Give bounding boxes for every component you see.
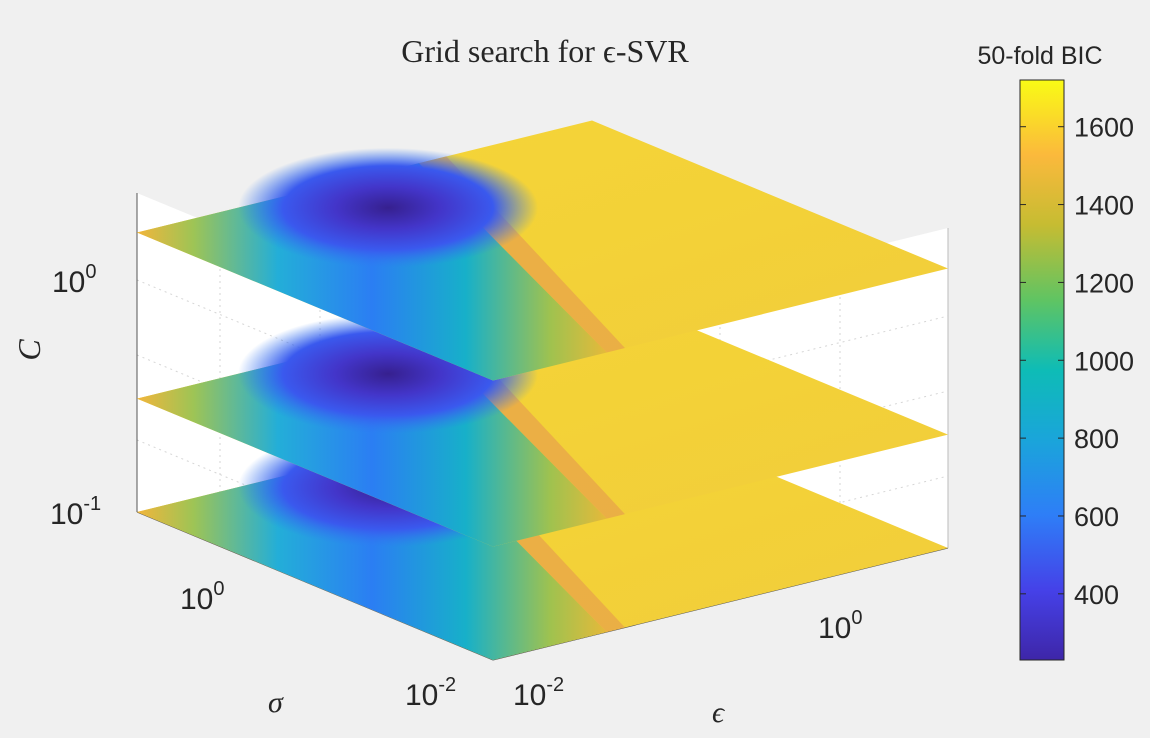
colorbar-tick-label-3: 1000 xyxy=(1074,346,1134,376)
colorbar-tick-label-5: 1400 xyxy=(1074,191,1134,221)
z-tick-label-1: 100 xyxy=(52,261,97,299)
z-tick-labels: 100 10-1 xyxy=(50,261,101,531)
colorbar: 50-fold BIC 400 600 800 1000 1200 1400 1600 xyxy=(977,42,1134,661)
slice-2 xyxy=(137,120,948,381)
y-tick-label-1: 100 xyxy=(180,578,225,616)
y-tick-labels: 100 10-2 xyxy=(180,578,456,712)
chart-title: Grid search for ϵ-SVR xyxy=(401,33,689,69)
colorbar-tick-label-2: 800 xyxy=(1074,424,1119,454)
z-tick-label-0: 10-1 xyxy=(50,493,101,531)
slice-min-bic-region xyxy=(238,147,539,268)
x-tick-label-0: 10-2 xyxy=(513,674,564,712)
colorbar-tick-label-0: 400 xyxy=(1074,580,1119,610)
y-axis-label: σ xyxy=(268,686,284,719)
colorbar-gradient xyxy=(1019,79,1065,661)
colorbar-tick-label-1: 600 xyxy=(1074,502,1119,532)
z-axis-label: C xyxy=(11,339,47,361)
y-tick-label-0: 10-2 xyxy=(405,674,456,712)
x-tick-labels: 10-2 100 xyxy=(513,607,863,712)
x-axis-label: ϵ xyxy=(712,696,726,729)
colorbar-label: 50-fold BIC xyxy=(977,42,1102,70)
colorbar-tick-label-6: 1600 xyxy=(1074,113,1134,143)
x-tick-label-1: 100 xyxy=(818,607,863,645)
slices xyxy=(137,120,948,660)
colorbar-ticks: 400 600 800 1000 1200 1400 1600 xyxy=(1020,113,1134,610)
colorbar-tick-label-4: 1200 xyxy=(1074,268,1134,298)
